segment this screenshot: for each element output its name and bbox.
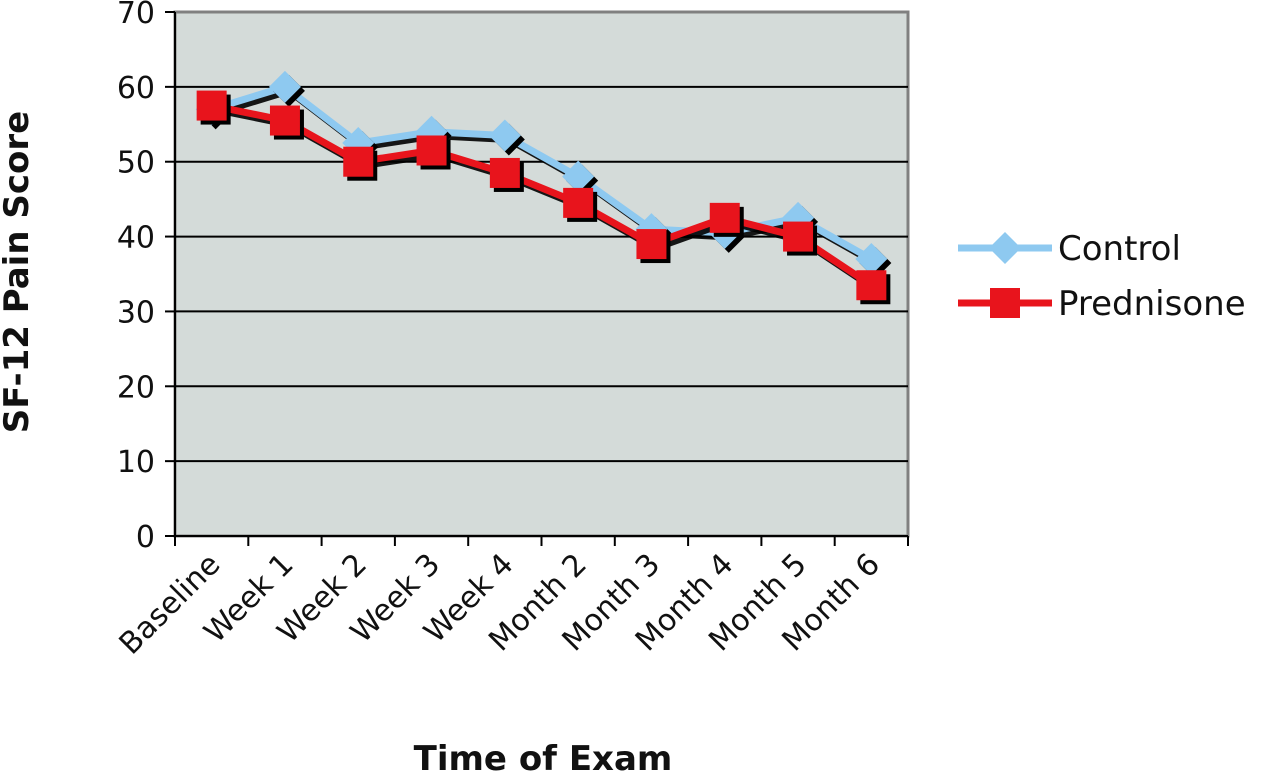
data-point bbox=[709, 202, 740, 233]
data-point bbox=[783, 221, 814, 252]
legend-label: Prednisone bbox=[1058, 284, 1246, 324]
series-prednisone bbox=[196, 90, 891, 305]
y-tick-labels: 0 10 20 30 40 50 60 70 bbox=[117, 0, 155, 555]
legend: Control Prednisone bbox=[958, 229, 1246, 324]
data-point bbox=[563, 187, 594, 218]
data-point bbox=[562, 160, 595, 193]
series-layer bbox=[195, 70, 892, 305]
y-tick-label: 10 bbox=[117, 445, 155, 480]
axes bbox=[165, 11, 909, 546]
y-tick-label: 40 bbox=[117, 221, 155, 256]
y-axis-title: SF-12 Pain Score bbox=[0, 111, 37, 433]
data-point bbox=[855, 243, 888, 276]
data-point bbox=[268, 70, 301, 103]
legend-marker bbox=[989, 232, 1021, 264]
legend-item-prednisone: Prednisone bbox=[958, 284, 1246, 324]
legend-marker bbox=[990, 288, 1020, 318]
data-point bbox=[488, 119, 521, 152]
data-point bbox=[856, 270, 887, 301]
data-point bbox=[343, 146, 374, 177]
y-tick-label: 60 bbox=[117, 71, 155, 106]
x-axis-title: Time of Exam bbox=[414, 739, 673, 773]
x-tick-label: Baseline bbox=[113, 547, 228, 662]
series-line bbox=[210, 102, 874, 289]
data-point bbox=[636, 229, 667, 260]
y-tick-label: 30 bbox=[117, 295, 155, 330]
data-point bbox=[416, 135, 447, 166]
y-tick-label: 0 bbox=[136, 520, 155, 555]
data-point bbox=[196, 90, 227, 121]
data-point bbox=[269, 105, 300, 136]
y-tick-label: 70 bbox=[117, 0, 155, 31]
legend-item-control: Control bbox=[958, 229, 1181, 269]
y-tick-label: 50 bbox=[117, 146, 155, 181]
y-tick-label: 20 bbox=[117, 370, 155, 405]
data-point bbox=[489, 157, 520, 188]
legend-label: Control bbox=[1058, 229, 1181, 269]
